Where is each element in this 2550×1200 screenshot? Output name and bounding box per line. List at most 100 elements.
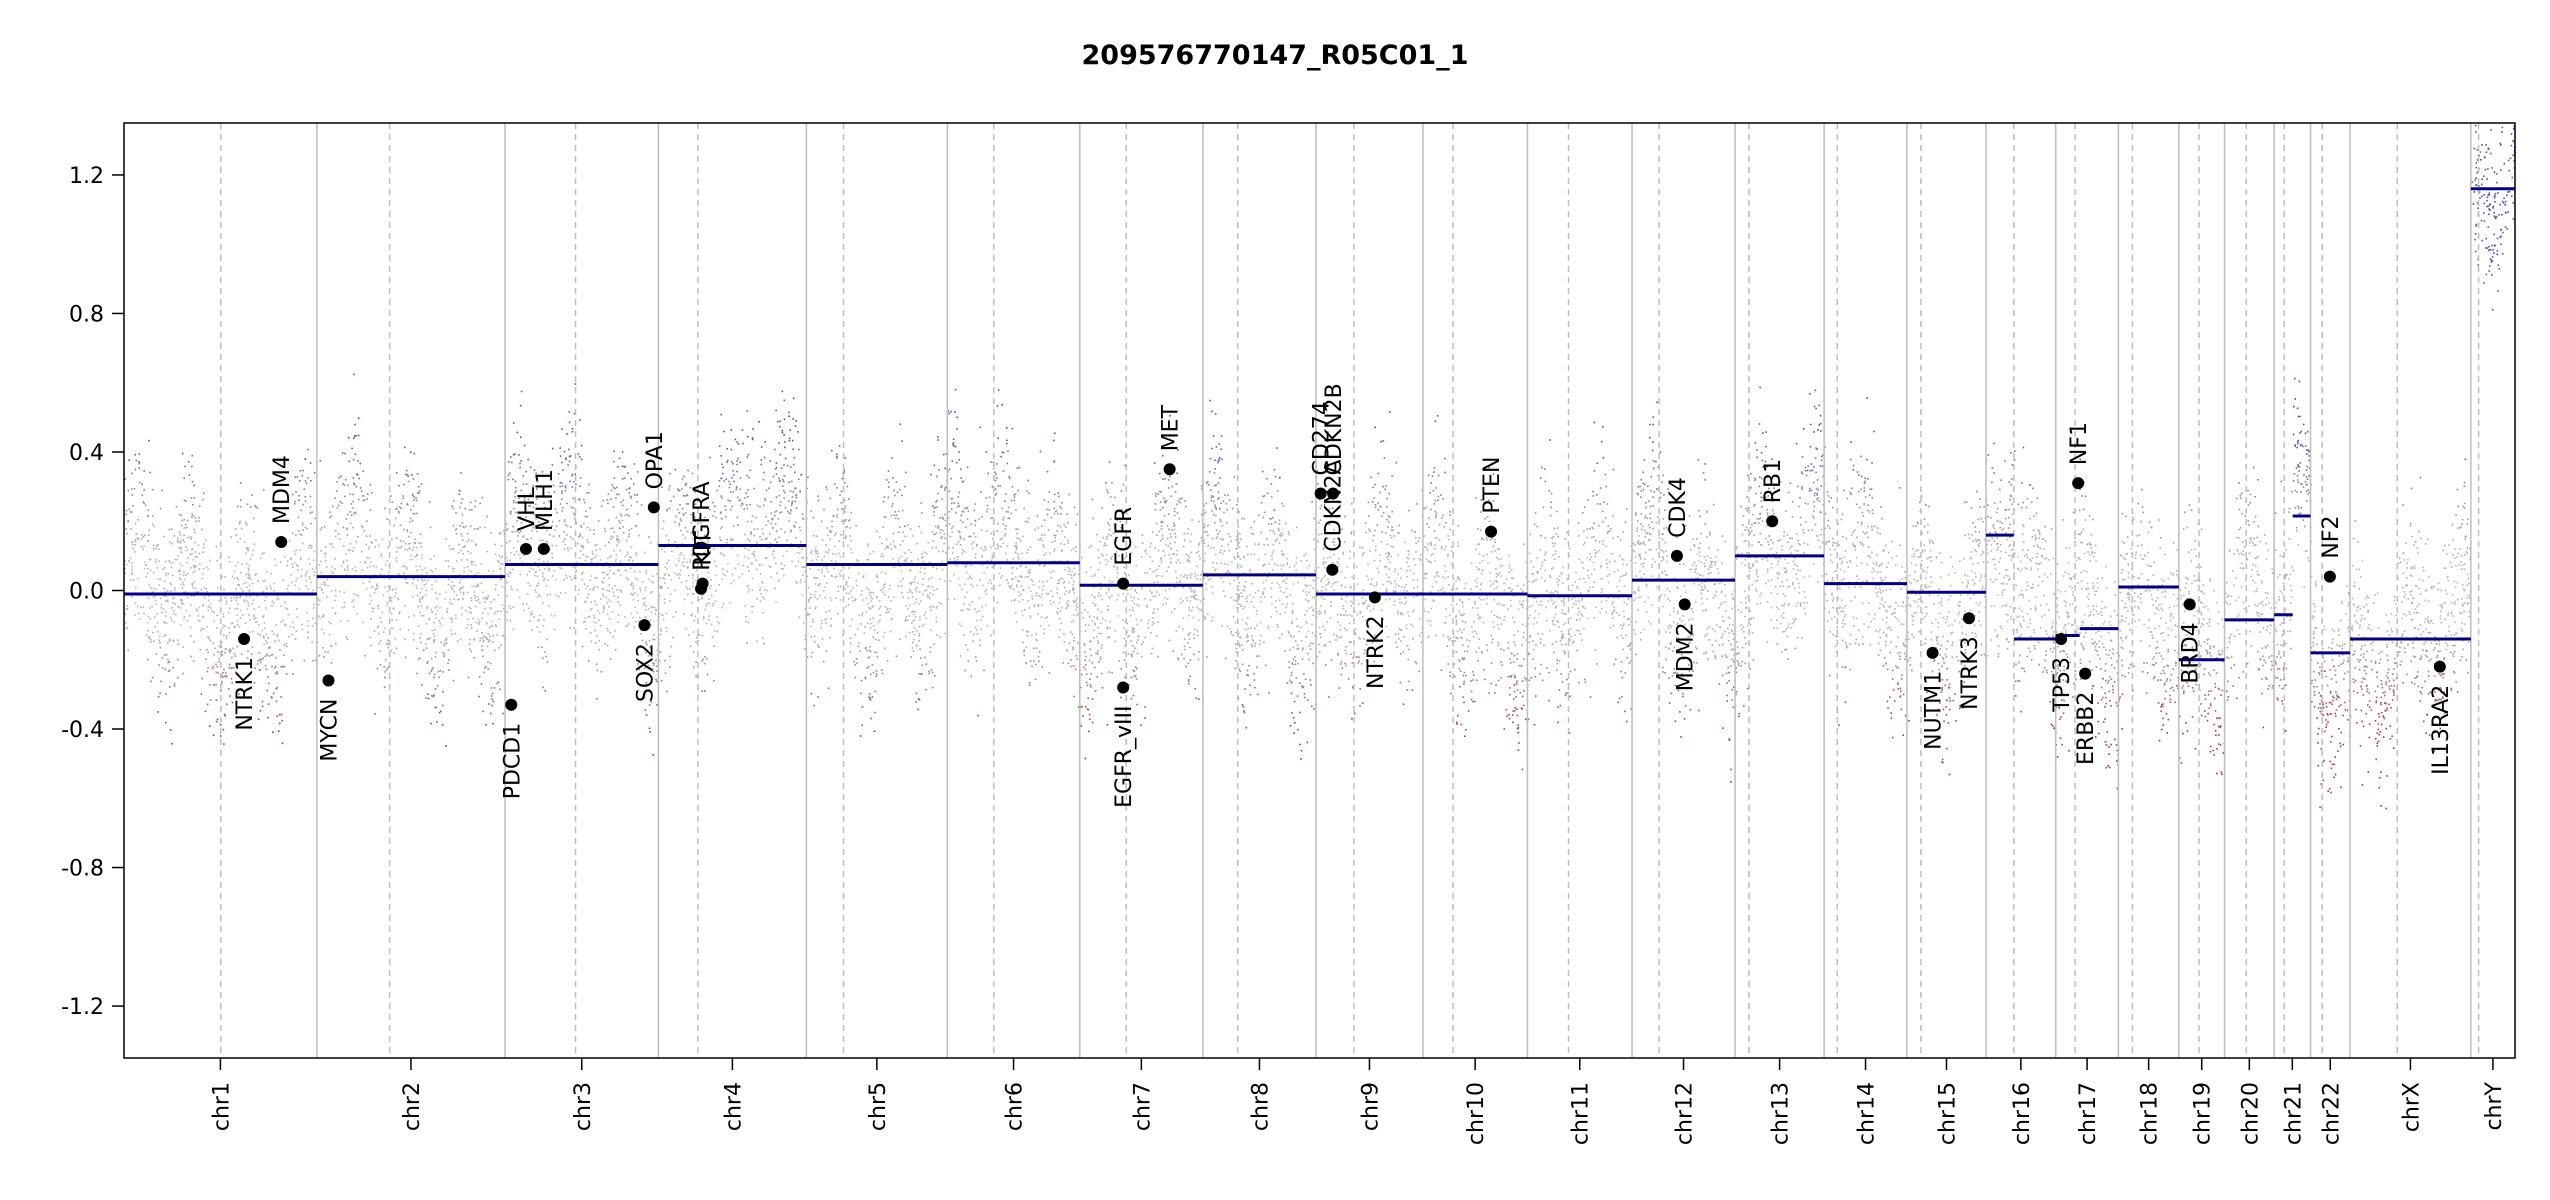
x-tick-label: chr3: [571, 1082, 596, 1131]
gene-label: NUTM1: [1922, 671, 1947, 750]
probe-points-11: [150, 641, 2470, 644]
probe-points-171: [163, 653, 2362, 657]
gene-point: [519, 542, 532, 555]
probe-points-133: [189, 553, 2466, 556]
probe-points-180: [223, 713, 2429, 716]
gene-point: [1485, 525, 1498, 538]
probe-points-250: [161, 657, 2422, 660]
probe-points-261: [1519, 691, 2445, 694]
gene-label: CD274: [1310, 401, 1335, 475]
y-tick-label: 1.2: [69, 164, 104, 189]
probe-points-178: [138, 481, 2466, 485]
probe-points-135: [374, 712, 2380, 715]
x-tick-label: chr8: [1248, 1082, 1273, 1131]
probe-points-187: [200, 629, 2373, 632]
probe-points-52: [257, 632, 2457, 635]
probe-points-288: [433, 673, 2443, 676]
probe-points-188: [433, 693, 2395, 697]
probe-points-74: [442, 690, 2459, 693]
probe-points-155: [146, 658, 2445, 661]
probe-points-77: [191, 480, 2307, 483]
gene-point: [2433, 660, 2446, 673]
probe-points-70: [295, 491, 2311, 494]
probe-points-116: [182, 646, 2401, 649]
probe-points-109: [167, 660, 2403, 663]
probe-points-24: [127, 649, 2441, 652]
plot-frame: [123, 122, 2516, 1059]
gene-label: EGFR: [1112, 507, 1137, 566]
probe-points-153: [138, 462, 1813, 466]
probe-points-164: [151, 676, 2444, 679]
probe-points-59: [142, 535, 2467, 539]
probe-points-225: [285, 642, 2438, 646]
gene-label: IL13RA2: [2429, 685, 2454, 775]
probe-points-181: [207, 651, 2452, 654]
probe-points-47: [141, 533, 2093, 536]
probe-points-259: [275, 699, 2436, 703]
probe-points-126: [220, 674, 2442, 677]
probe-points-216: [224, 647, 2465, 651]
probe-points-66: [145, 634, 2456, 637]
chromosome-boundaries-layer: [220, 123, 2480, 1058]
gene-label: MDM2: [1674, 622, 1699, 691]
probe-points-10: [355, 473, 2305, 476]
probe-points-4: [162, 666, 2357, 669]
probe-points-79: [215, 663, 2440, 666]
probe-points-129: [157, 630, 2425, 634]
probe-points-158: [491, 698, 2442, 701]
probe-points-299: [557, 472, 2296, 475]
probe-points-222: [222, 675, 2418, 679]
gene-label: OPA1: [643, 431, 668, 489]
probe-points-195: [183, 526, 2462, 529]
gene-point: [238, 632, 251, 645]
probe-points-265: [157, 710, 2447, 713]
probe-points-5: [179, 541, 2407, 545]
x-tick-label: chr5: [866, 1082, 891, 1131]
gene-label: MET: [1159, 404, 1184, 451]
probe-points-141: [192, 659, 2440, 663]
x-tick-label: chr2: [400, 1082, 425, 1131]
probe-points-143: [352, 512, 2302, 515]
probe-points-258: [206, 670, 2455, 674]
gene-label: SOX2: [633, 643, 658, 702]
probe-points-76: [231, 656, 2445, 659]
probe-points-148: [182, 539, 2253, 542]
probe-points-69: [470, 501, 2251, 504]
probe-points-33: [125, 527, 2203, 531]
probe-points-305: [618, 457, 1446, 460]
probe-points-120: [132, 547, 2471, 550]
x-tick-label: chr15: [1935, 1082, 1960, 1145]
probe-points-231: [126, 627, 2370, 630]
probe-points-215: [233, 652, 2399, 655]
probe-points-111: [131, 540, 2417, 544]
probe-points-271: [425, 697, 2444, 700]
x-tick-label: chr21: [2281, 1082, 2306, 1145]
probe-points-88: [182, 672, 2445, 675]
gene-point: [2183, 598, 2196, 611]
probe-points-26: [193, 484, 2032, 487]
probe-points-194: [127, 519, 2305, 522]
y-tick-label: 0.0: [69, 580, 104, 605]
probe-points-19: [169, 727, 2437, 810]
probe-points-35: [294, 502, 2140, 505]
x-tick-label: chr14: [1855, 1082, 1880, 1145]
probe-points-165: [186, 549, 2444, 552]
y-tick-label: -0.8: [61, 857, 104, 882]
probe-points-191: [199, 648, 2448, 651]
x-tick-label: chr17: [2076, 1082, 2101, 1145]
probe-points-36: [320, 549, 2308, 553]
probe-points-291: [301, 474, 2312, 477]
probe-points-193: [143, 502, 2466, 505]
x-tick-label: chr6: [1003, 1082, 1028, 1131]
probe-points-84: [153, 525, 2312, 528]
probe-points-307: [559, 455, 2310, 458]
probe-points-72: [147, 508, 2241, 512]
gene-point: [1962, 612, 1975, 625]
probe-points-160: [142, 500, 2033, 504]
probe-points-103: [295, 548, 2287, 551]
probe-points-200: [143, 488, 2459, 491]
probe-points-105: [184, 465, 2309, 468]
probe-points-6: [148, 635, 2437, 639]
probe-points-15: [304, 495, 2256, 499]
probe-points-140: [135, 532, 2041, 535]
